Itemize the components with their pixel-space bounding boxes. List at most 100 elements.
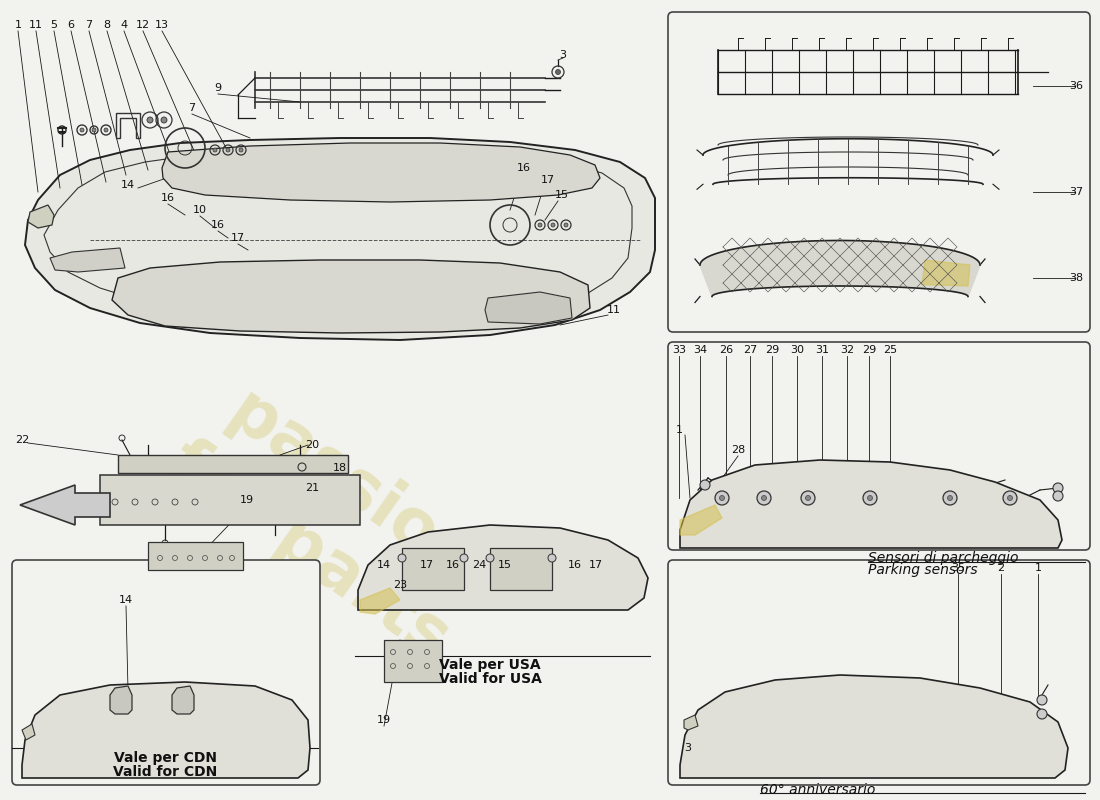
Text: 1: 1	[1034, 563, 1042, 573]
Text: 22: 22	[15, 435, 29, 445]
Polygon shape	[680, 460, 1062, 548]
Polygon shape	[922, 260, 970, 286]
Text: Vale per USA: Vale per USA	[439, 658, 541, 672]
Polygon shape	[172, 686, 194, 714]
Text: 33: 33	[672, 345, 686, 355]
Circle shape	[398, 554, 406, 562]
Circle shape	[147, 117, 153, 123]
Text: 4: 4	[120, 20, 128, 30]
Circle shape	[761, 495, 767, 501]
Circle shape	[943, 491, 957, 505]
Text: 2: 2	[998, 563, 1004, 573]
Circle shape	[92, 128, 96, 132]
Text: 36: 36	[1069, 81, 1084, 91]
Circle shape	[80, 128, 84, 132]
Polygon shape	[22, 682, 310, 778]
Text: 32: 32	[840, 345, 854, 355]
Polygon shape	[360, 588, 400, 614]
Text: Vale per CDN: Vale per CDN	[113, 751, 217, 765]
Polygon shape	[22, 724, 35, 740]
Circle shape	[486, 554, 494, 562]
Text: 19: 19	[377, 715, 392, 725]
Text: 60° anniversario: 60° anniversario	[760, 783, 876, 797]
Polygon shape	[20, 485, 110, 525]
Polygon shape	[680, 675, 1068, 778]
Circle shape	[213, 148, 217, 152]
Circle shape	[868, 495, 872, 501]
Text: 28: 28	[730, 445, 745, 455]
Text: 15: 15	[556, 190, 569, 200]
Text: Parking sensors: Parking sensors	[868, 563, 978, 577]
Polygon shape	[684, 715, 699, 730]
Circle shape	[556, 70, 561, 74]
Text: passion
for parts: passion for parts	[155, 368, 505, 672]
Circle shape	[1053, 483, 1063, 493]
Circle shape	[947, 495, 953, 501]
Polygon shape	[110, 686, 132, 714]
Text: 11: 11	[29, 20, 43, 30]
Polygon shape	[485, 292, 572, 324]
Text: 15: 15	[498, 560, 512, 570]
Text: Sensori di parcheggio: Sensori di parcheggio	[868, 551, 1019, 565]
Text: 31: 31	[815, 345, 829, 355]
Circle shape	[1037, 709, 1047, 719]
Bar	[490, 548, 552, 590]
Text: 5: 5	[51, 20, 57, 30]
Circle shape	[161, 117, 167, 123]
Text: Valid for CDN: Valid for CDN	[113, 765, 217, 779]
Text: 37: 37	[1069, 187, 1084, 197]
Circle shape	[1053, 491, 1063, 501]
Circle shape	[864, 491, 877, 505]
Text: 38: 38	[1069, 273, 1084, 283]
Text: 3: 3	[560, 50, 566, 60]
Circle shape	[104, 128, 108, 132]
Text: 1: 1	[675, 425, 682, 435]
Polygon shape	[162, 143, 600, 202]
Text: 12: 12	[136, 20, 150, 30]
Text: 23: 23	[393, 580, 407, 590]
Text: 17: 17	[420, 560, 434, 570]
Polygon shape	[50, 248, 125, 272]
Text: 16: 16	[211, 220, 226, 230]
Circle shape	[564, 223, 568, 227]
FancyBboxPatch shape	[668, 12, 1090, 332]
Text: 17: 17	[588, 560, 603, 570]
Circle shape	[460, 554, 467, 562]
Text: 20: 20	[305, 440, 319, 450]
Polygon shape	[358, 525, 648, 610]
Text: 25: 25	[883, 345, 898, 355]
Text: 24: 24	[472, 560, 486, 570]
Circle shape	[551, 223, 556, 227]
Bar	[118, 455, 348, 473]
Circle shape	[1003, 491, 1018, 505]
Text: 10: 10	[192, 205, 207, 215]
Text: 9: 9	[214, 83, 221, 93]
Polygon shape	[28, 205, 54, 228]
Text: 14: 14	[119, 595, 133, 605]
Circle shape	[805, 495, 811, 501]
Text: 16: 16	[161, 193, 175, 203]
Text: 21: 21	[305, 483, 319, 493]
Text: 16: 16	[517, 163, 531, 173]
Polygon shape	[25, 138, 654, 340]
Circle shape	[700, 480, 710, 490]
Text: 7: 7	[188, 103, 196, 113]
Circle shape	[226, 148, 230, 152]
Text: 16: 16	[568, 560, 582, 570]
FancyBboxPatch shape	[668, 560, 1090, 785]
Text: 26: 26	[719, 345, 733, 355]
Text: 17: 17	[231, 233, 245, 243]
Polygon shape	[112, 260, 590, 333]
Circle shape	[719, 495, 725, 501]
Text: 27: 27	[742, 345, 757, 355]
Text: 34: 34	[693, 345, 707, 355]
Text: 18: 18	[333, 463, 348, 473]
Text: 19: 19	[240, 495, 254, 505]
Text: 17: 17	[541, 175, 556, 185]
Text: 30: 30	[790, 345, 804, 355]
Text: 14: 14	[377, 560, 392, 570]
Bar	[384, 640, 442, 682]
FancyBboxPatch shape	[12, 560, 320, 785]
Circle shape	[1008, 495, 1012, 501]
Circle shape	[538, 223, 542, 227]
